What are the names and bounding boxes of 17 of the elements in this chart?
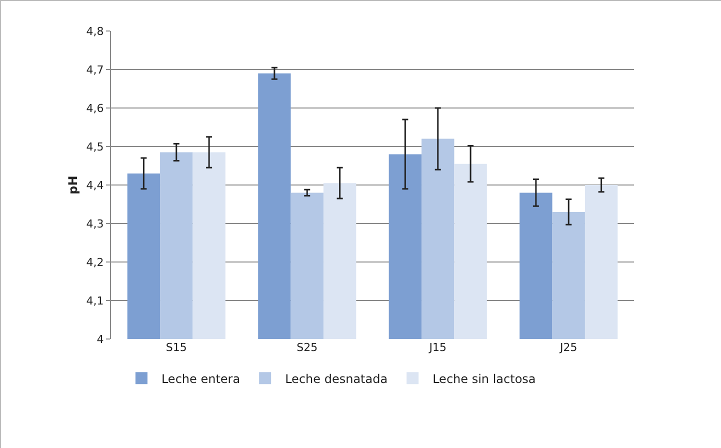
y-tick-label: 4,4 — [86, 178, 104, 192]
y-tick-label: 4,8 — [86, 24, 104, 38]
y-tick-label: 4,2 — [86, 256, 104, 269]
x-tick-label: S25 — [296, 341, 318, 354]
x-tick-label: J25 — [559, 341, 578, 354]
y-tick-label: 4,3 — [86, 217, 104, 230]
y-tick-label: 4,6 — [86, 102, 104, 115]
y-axis-title: pH — [66, 176, 80, 194]
y-tick-label: 4,7 — [86, 63, 104, 76]
y-tick-label: 4 — [96, 332, 104, 346]
legend-label: Leche entera — [161, 372, 240, 386]
y-tick-label: 4,1 — [86, 294, 104, 308]
legend-label: Leche desnatada — [285, 372, 388, 386]
x-tick-label: S15 — [166, 341, 187, 354]
y-tick-label: 4,5 — [86, 140, 104, 154]
legend-label: Leche sin lactosa — [432, 372, 536, 386]
x-tick-label: J15 — [428, 341, 447, 354]
